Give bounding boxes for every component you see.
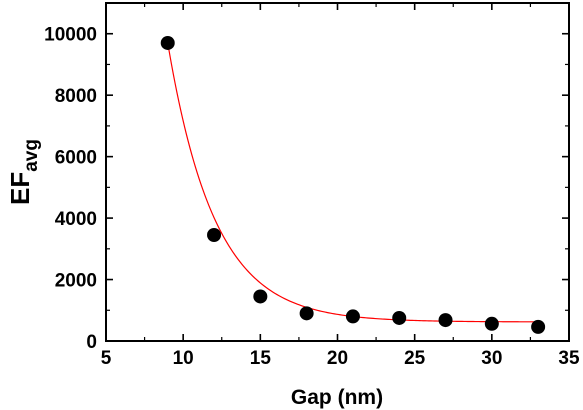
data-points [160, 35, 546, 334]
data-point-18 [299, 306, 314, 321]
plot-frame [105, 2, 570, 342]
data-point-9 [160, 35, 175, 50]
data-point-27 [438, 313, 453, 328]
fit-curve [167, 42, 539, 323]
ticks [105, 3, 570, 342]
y-tick-label-4000: 4000 [55, 209, 97, 230]
data-point-15 [253, 289, 268, 304]
x-axis-title: Gap (nm) [291, 386, 383, 409]
data-point-21 [345, 309, 360, 324]
y-axis-title-main: EF [5, 172, 35, 205]
x-tick-label-35: 35 [558, 348, 580, 369]
y-tick-label-10000: 10000 [44, 25, 97, 46]
x-tick-label-5: 5 [101, 348, 112, 369]
svg-text:EFavg: EFavg [5, 139, 42, 205]
y-tick-label-0: 0 [86, 332, 97, 353]
data-point-12 [207, 227, 222, 242]
y-axis-title-subscript: avg [21, 139, 42, 172]
tick-labels: 5 10 15 20 25 30 35 0 2000 4000 6000 8000 10000 [44, 25, 580, 369]
y-tick-label-2000: 2000 [55, 271, 97, 292]
x-tick-label-15: 15 [250, 348, 272, 369]
y-tick-label-6000: 6000 [55, 148, 97, 169]
data-point-30 [484, 316, 499, 331]
y-axis-title: EFavg [5, 139, 42, 205]
data-point-33 [531, 319, 546, 334]
data-point-24 [392, 310, 407, 325]
x-tick-label-25: 25 [404, 348, 426, 369]
y-tick-label-8000: 8000 [55, 86, 97, 107]
x-tick-label-20: 20 [327, 348, 348, 369]
x-tick-label-30: 30 [481, 348, 502, 369]
x-tick-label-10: 10 [173, 348, 194, 369]
